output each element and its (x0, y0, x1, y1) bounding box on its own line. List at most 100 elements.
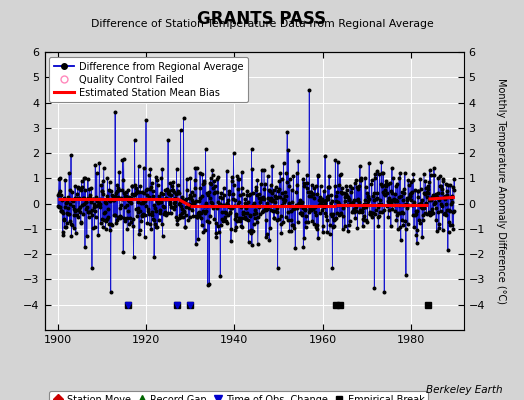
Point (390, 196, 398, 202)
Point (421, 178, 430, 184)
Point (225, 188, 234, 194)
Point (241, 200, 249, 206)
Point (398, 217, 406, 224)
Point (339, 212, 347, 219)
Point (89, 224, 97, 231)
Point (341, 198, 349, 204)
Point (440, 194, 449, 200)
Point (167, 192, 175, 198)
Point (159, 191, 168, 197)
Point (417, 204, 425, 210)
Point (332, 214, 341, 221)
Point (118, 157, 127, 163)
Point (71, 195, 80, 201)
Point (391, 197, 400, 204)
Point (372, 207, 380, 213)
Point (231, 227, 239, 233)
Point (156, 207, 165, 213)
Point (450, 176, 458, 182)
Point (122, 189, 130, 195)
Point (329, 224, 337, 230)
Point (156, 199, 164, 206)
Point (173, 220, 181, 227)
Point (351, 215, 359, 222)
Point (128, 183, 136, 189)
Point (58, 196, 67, 203)
Point (296, 210, 304, 216)
Point (314, 197, 323, 203)
Point (257, 181, 265, 188)
Point (346, 201, 355, 208)
Point (298, 199, 307, 205)
Point (306, 206, 314, 213)
Point (147, 208, 156, 215)
Point (390, 190, 399, 197)
Point (242, 204, 250, 211)
Point (248, 166, 256, 172)
Point (242, 201, 250, 208)
Point (300, 182, 308, 189)
Point (358, 207, 366, 214)
Point (400, 202, 409, 208)
Point (193, 214, 201, 220)
Point (70, 225, 78, 231)
Point (301, 206, 309, 212)
Point (303, 185, 311, 192)
Point (129, 254, 138, 260)
Point (241, 214, 249, 220)
Point (111, 193, 119, 199)
Point (163, 187, 171, 194)
Point (327, 192, 335, 198)
Point (432, 190, 440, 197)
Point (380, 182, 389, 189)
Point (209, 172, 217, 178)
Point (274, 188, 282, 194)
Point (286, 175, 294, 182)
Point (302, 219, 311, 225)
Point (153, 177, 161, 183)
Point (278, 176, 286, 182)
Point (147, 225, 155, 232)
Point (151, 221, 159, 227)
Point (217, 190, 225, 196)
Point (211, 189, 219, 196)
Point (267, 182, 275, 188)
Point (186, 192, 194, 198)
Point (180, 209, 188, 215)
Point (292, 170, 301, 176)
Point (72, 195, 80, 202)
Point (59, 217, 68, 224)
Point (356, 208, 365, 214)
Point (381, 187, 389, 193)
Point (322, 216, 331, 223)
Point (337, 210, 345, 216)
Point (342, 191, 350, 198)
Point (444, 247, 452, 254)
Point (348, 199, 357, 205)
Point (132, 185, 140, 191)
Point (143, 220, 151, 226)
Text: Berkeley Earth: Berkeley Earth (427, 385, 503, 395)
Point (131, 191, 139, 198)
Point (432, 205, 441, 211)
Point (300, 234, 309, 241)
Point (101, 226, 110, 232)
Point (191, 185, 199, 191)
Point (350, 206, 358, 212)
Point (61, 176, 69, 183)
Point (395, 194, 403, 201)
Point (138, 189, 146, 196)
Point (104, 213, 112, 220)
Point (427, 172, 435, 178)
Point (215, 194, 224, 200)
Point (450, 208, 458, 214)
Point (265, 237, 274, 243)
Point (89, 196, 97, 202)
Point (180, 208, 189, 214)
Point (375, 171, 384, 177)
Point (191, 213, 200, 220)
Point (232, 211, 241, 218)
Point (168, 182, 176, 189)
Point (183, 186, 191, 193)
Point (66, 187, 74, 193)
